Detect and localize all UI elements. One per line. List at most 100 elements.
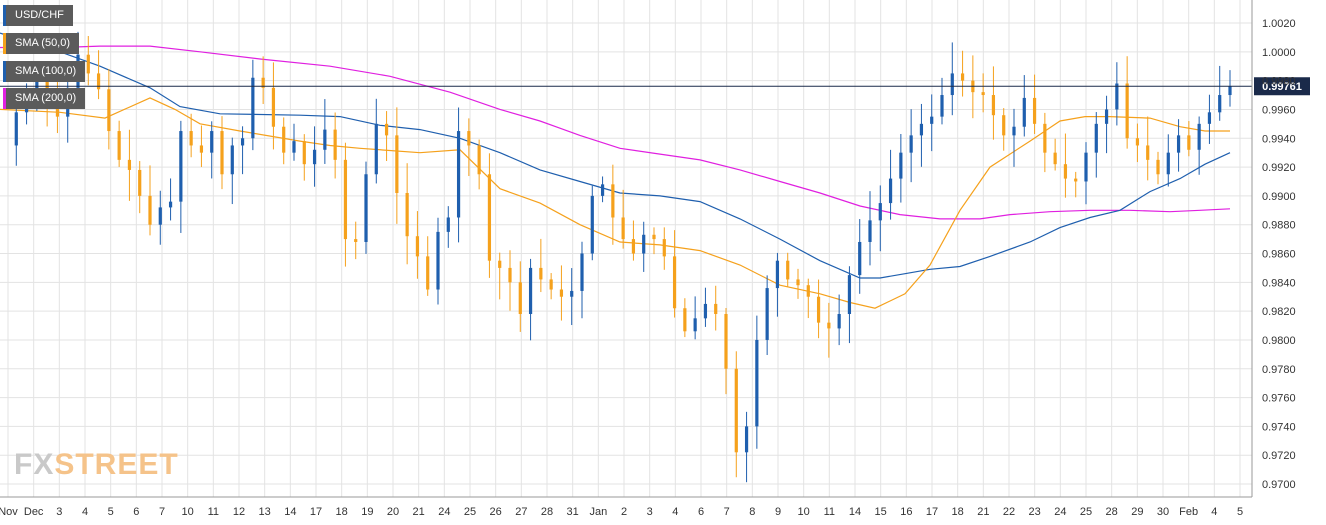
- x-tick-label: 7: [159, 506, 165, 518]
- candle: [600, 176, 605, 203]
- candle: [374, 98, 378, 184]
- logo-fx: FX: [14, 448, 55, 481]
- x-tick-label: 21: [977, 506, 989, 518]
- legend-usdchf: USD/CHF: [3, 5, 73, 26]
- y-tick-label: 0.9820: [1262, 306, 1296, 318]
- usdchf-swatch: [3, 5, 6, 26]
- x-tick-label: 31: [567, 506, 579, 518]
- x-tick-label: 21: [413, 506, 425, 518]
- candle: [786, 252, 790, 287]
- candle: [1104, 95, 1109, 154]
- candle: [1002, 108, 1006, 151]
- candle: [86, 36, 90, 86]
- candle: [436, 217, 440, 305]
- candle: [1032, 74, 1037, 134]
- candle: [714, 285, 718, 331]
- candle: [1094, 112, 1098, 178]
- candle: [261, 56, 265, 105]
- sma50-line: [0, 97, 1230, 309]
- y-tick-label: 0.9960: [1262, 104, 1296, 116]
- x-tick-label: 2: [621, 506, 627, 518]
- candle: [251, 59, 255, 151]
- candle: [384, 111, 389, 162]
- x-tick-label: 22: [1003, 506, 1015, 518]
- x-tick-label: 10: [798, 506, 810, 518]
- x-tick-label: 8: [749, 506, 755, 518]
- candle: [662, 227, 666, 270]
- candle: [189, 113, 193, 158]
- x-tick-label: 5: [1237, 506, 1243, 518]
- y-tick-label: 0.9780: [1262, 364, 1296, 376]
- candle: [230, 137, 234, 205]
- candle: [755, 315, 759, 449]
- candle: [1043, 112, 1047, 173]
- candle: [858, 219, 862, 294]
- candle: [611, 164, 615, 245]
- x-tick-label: 26: [490, 506, 502, 518]
- y-tick-label: 0.9720: [1262, 450, 1296, 462]
- x-tick-label: 4: [672, 506, 678, 518]
- sma200-line: [0, 45, 1231, 220]
- x-tick-label: 25: [464, 506, 476, 518]
- legend-sma50-label: SMA (50,0): [15, 37, 71, 49]
- candle: [621, 189, 625, 249]
- candle: [847, 266, 852, 344]
- candle: [940, 77, 944, 125]
- x-tick-label: 14: [284, 506, 296, 518]
- candle: [282, 117, 286, 165]
- y-tick-label: 0.9860: [1262, 249, 1296, 261]
- candle: [1218, 65, 1222, 121]
- candle: [652, 227, 656, 255]
- candle: [744, 411, 749, 483]
- x-tick-label: 15: [875, 506, 887, 518]
- candle: [765, 275, 769, 356]
- candle: [343, 142, 348, 267]
- candle: [415, 211, 420, 279]
- x-tick-label: 9: [775, 506, 781, 518]
- x-tick-label: 20: [387, 506, 399, 518]
- candle: [1135, 123, 1140, 163]
- y-tick-label: 0.9760: [1262, 393, 1296, 405]
- candle: [683, 298, 687, 338]
- grid-lines: [0, 0, 1252, 497]
- candle: [919, 103, 924, 167]
- candle: [138, 161, 142, 214]
- x-tick-label: 11: [824, 506, 835, 518]
- candle: [148, 165, 152, 236]
- candle: [446, 206, 450, 248]
- x-tick-label: 17: [926, 506, 938, 518]
- candle: [220, 116, 224, 190]
- candle: [179, 120, 183, 233]
- candle: [559, 265, 564, 321]
- candle: [498, 252, 502, 300]
- y-tick-label: 0.9920: [1262, 162, 1296, 174]
- candle: [549, 273, 553, 300]
- legend-sma200: SMA (200,0): [3, 88, 86, 109]
- candle: [672, 230, 677, 318]
- x-tick-label: 3: [56, 506, 62, 518]
- y-tick-label: 0.9840: [1262, 277, 1296, 289]
- legend-sma100: SMA (100,0): [3, 61, 86, 82]
- x-tick-label: 4: [1211, 506, 1217, 518]
- sma100-line: [0, 32, 1231, 279]
- candle: [991, 66, 996, 140]
- y-tick-label: 1.0000: [1262, 47, 1296, 59]
- candle: [487, 153, 492, 278]
- candle: [1146, 116, 1150, 181]
- candle: [117, 120, 121, 167]
- x-axis: Nov Dec 3 4 5 6 7 10 11 12 13 14 17 18 19 20 21 24 25 26 27 2…: [0, 496, 1252, 518]
- candle: [1156, 151, 1160, 185]
- candle: [868, 191, 872, 266]
- candle: [364, 161, 368, 254]
- candle: [693, 296, 697, 340]
- sma-lines: [0, 32, 1231, 309]
- candle: [168, 178, 173, 221]
- candle: [1074, 171, 1078, 198]
- candle: [816, 279, 821, 339]
- candle: [899, 133, 903, 203]
- candle: [960, 50, 965, 97]
- x-tick-label: 30: [1157, 506, 1169, 518]
- x-tick-label: 10: [182, 506, 194, 518]
- candle: [631, 220, 636, 261]
